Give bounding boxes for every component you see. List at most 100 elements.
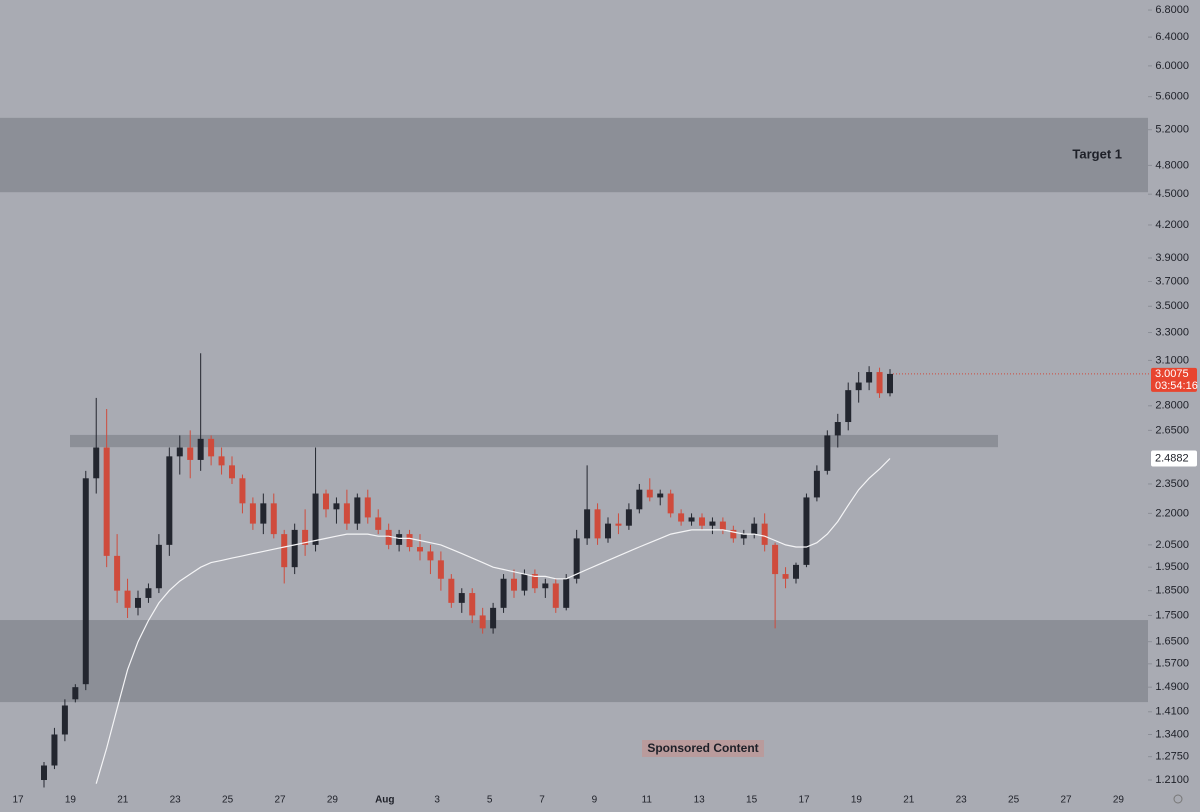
candle-body [61,705,68,735]
x-tick-label: 5 [487,795,493,806]
candle-body [229,465,235,479]
x-tick-label: 9 [592,795,598,806]
candle-body [333,503,340,510]
y-tick-label: 1.6500 [1155,636,1189,648]
x-tick-label: 3 [434,795,440,806]
candle-body [218,456,225,466]
x-tick-label: 27 [1060,795,1072,806]
candle-body [260,503,267,524]
x-tick-label: 25 [1008,795,1020,806]
y-tick-label: 1.9500 [1155,561,1189,573]
candle-body [824,435,831,471]
annotation: Sponsored Content [647,741,758,755]
candle-body [385,529,392,545]
candle-body [312,493,319,545]
candle-body [719,521,726,530]
zone [0,620,1148,703]
countdown: 03:54:16 [1155,380,1198,392]
candle-body [281,534,288,568]
y-tick-label: 3.9000 [1155,252,1189,264]
x-tick-label: 19 [851,795,863,806]
candle-body [761,523,768,545]
x-tick-label: 7 [539,795,545,806]
y-tick-label: 5.2000 [1155,124,1189,136]
y-tick-label: 3.3000 [1155,326,1189,338]
candle-body [709,521,716,526]
candle-body [688,517,695,522]
x-tick-label: Aug [375,795,394,806]
candle-body [176,447,183,457]
moving-average [95,458,891,784]
price-tag-label: 3.0075 [1155,368,1189,380]
candle-body [197,438,204,460]
candle-body [751,523,758,535]
candle-body [166,456,173,545]
y-tick-label: 3.7000 [1155,275,1189,287]
candle-body [72,687,79,700]
candle-body [354,497,361,524]
candle-body [103,447,110,556]
candle-body [699,517,705,526]
x-tick-label: 29 [1113,795,1125,806]
candle-body [145,588,152,598]
candle-body [772,544,779,575]
y-tick-label: 1.7500 [1155,609,1189,621]
candle-body [323,493,329,510]
x-tick-label: 27 [274,795,286,806]
x-tick-label: 21 [117,795,129,806]
candle-body [406,534,413,548]
x-tick-label: 21 [903,795,915,806]
candle-body [730,529,737,539]
candle-body [469,593,476,616]
candle-body [876,372,883,394]
candle-body [417,547,423,552]
y-tick-label: 1.2100 [1155,774,1189,786]
price-tag [1151,367,1197,392]
candle-body [667,493,674,514]
zone-label: Target 1 [1072,146,1122,161]
candle-body [511,578,517,591]
annotation-bg [642,740,764,757]
y-tick-label: 2.2000 [1155,507,1189,519]
candle-body [594,509,601,539]
candle-body [291,529,298,568]
candle-body [887,373,893,394]
ma-tag [1151,450,1197,467]
candle-body [155,544,162,589]
candle-body [239,478,246,504]
y-tick-label: 1.5700 [1155,658,1189,670]
candle-body [552,583,559,608]
candle-body [813,470,820,498]
x-tick-label: 13 [694,795,706,806]
candle-body [448,578,455,603]
candle-body [437,560,444,579]
y-tick-label: 1.4100 [1155,706,1189,718]
y-tick-label: 4.5000 [1155,188,1189,200]
candle-body [479,615,486,629]
candle-body [834,422,841,436]
y-tick-label: 3.1000 [1155,354,1189,366]
candle-body [793,564,799,579]
candle-body [803,497,810,565]
candle-body [93,447,100,479]
y-tick-label: 1.2750 [1155,751,1189,763]
candle-body [605,523,611,539]
candle-body [584,509,591,539]
y-tick-label: 6.8000 [1155,4,1189,16]
candle-body [531,574,538,589]
x-tick-label: 23 [956,795,968,806]
y-tick-label: 6.4000 [1155,31,1189,43]
candle-body [114,555,121,591]
candle-body [124,590,131,608]
candle-body [866,372,873,383]
settings-icon [1173,794,1183,804]
x-tick-label: 25 [222,795,234,806]
y-tick-label: 6.0000 [1155,60,1189,72]
candle-body [343,503,350,524]
x-tick-label: 15 [746,795,758,806]
candle-body [740,534,747,539]
candle-body [657,493,664,498]
candle-body [187,447,194,460]
candle-body [625,509,632,526]
